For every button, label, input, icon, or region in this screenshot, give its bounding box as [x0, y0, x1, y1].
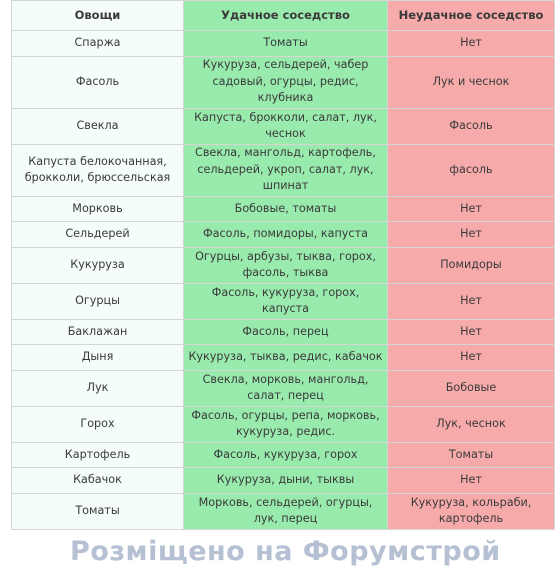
bad-neighbors-cell: Нет: [387, 467, 555, 494]
good-neighbors-cell: Кукуруза, дыни, тыквы: [183, 467, 388, 494]
good-neighbors-cell: Свекла, морковь, мангольд, салат, перец: [183, 369, 388, 407]
table-row: Лук Свекла, морковь, мангольд, салат, пе…: [11, 369, 555, 407]
vegetable-cell: Кабачок: [11, 467, 184, 494]
good-neighbors-cell: Фасоль, кукуруза, горох: [183, 441, 388, 468]
bad-neighbors-cell: Нет: [387, 221, 555, 248]
bad-neighbors-cell: фасоль: [387, 143, 555, 197]
table-row: Морковь Бобовые, томаты Нет: [11, 195, 555, 222]
bad-neighbors-cell: Нет: [387, 282, 555, 320]
vegetable-cell: Дыня: [11, 344, 184, 371]
good-neighbors-cell: Томаты: [183, 30, 388, 57]
table-row: Спаржа Томаты Нет: [11, 30, 555, 57]
good-neighbors-cell: Морковь, сельдерей, огурцы, лук, перец: [183, 492, 388, 530]
vegetable-cell: Сельдерей: [11, 221, 184, 248]
vegetable-cell: Картофель: [11, 441, 184, 468]
table-row: Кабачок Кукуруза, дыни, тыквы Нет: [11, 467, 555, 494]
good-neighbors-cell: Фасоль, кукуруза, горох, капуста: [183, 282, 388, 320]
vegetable-cell: Баклажан: [11, 318, 184, 345]
table-row: Огурцы Фасоль, кукуруза, горох, капуста …: [11, 282, 555, 320]
companion-planting-table: Овощи Удачное соседство Неудачное соседс…: [11, 0, 555, 530]
header-bad-neighbors: Неудачное соседство: [387, 0, 555, 31]
table-row: Капуста белокочанная, брокколи, брюссель…: [11, 143, 555, 197]
table-row: Картофель Фасоль, кукуруза, горох Томаты: [11, 441, 555, 468]
vegetable-cell: Горох: [11, 405, 184, 443]
good-neighbors-cell: Фасоль, помидоры, капуста: [183, 221, 388, 248]
vegetable-cell: Лук: [11, 369, 184, 407]
good-neighbors-cell: Капуста, брокколи, салат, лук, чеснок: [183, 107, 388, 145]
table-row: Фасоль Кукуруза, сельдерей, чабер садовы…: [11, 55, 555, 109]
table-row: Сельдерей Фасоль, помидоры, капуста Нет: [11, 221, 555, 248]
table-row: Томаты Морковь, сельдерей, огурцы, лук, …: [11, 492, 555, 530]
forum-watermark: Розміщено на Форумстрой: [70, 536, 501, 567]
bad-neighbors-cell: Нет: [387, 344, 555, 371]
bad-neighbors-cell: Нет: [387, 195, 555, 222]
bad-neighbors-cell: Лук, чеснок: [387, 405, 555, 443]
table-row: Кукуруза Огурцы, арбузы, тыква, горох, ф…: [11, 246, 555, 284]
table-row: Баклажан Фасоль, перец Нет: [11, 318, 555, 345]
bad-neighbors-cell: Нет: [387, 30, 555, 57]
good-neighbors-cell: Фасоль, огурцы, репа, морковь, кукуруза,…: [183, 405, 388, 443]
good-neighbors-cell: Свекла, мангольд, картофель, сельдерей, …: [183, 143, 388, 197]
table-header-row: Овощи Удачное соседство Неудачное соседс…: [11, 0, 555, 31]
bad-neighbors-cell: Бобовые: [387, 369, 555, 407]
good-neighbors-cell: Кукуруза, сельдерей, чабер садовый, огур…: [183, 55, 388, 109]
vegetable-cell: Кукуруза: [11, 246, 184, 284]
table-row: Свекла Капуста, брокколи, салат, лук, че…: [11, 107, 555, 145]
vegetable-cell: Фасоль: [11, 55, 184, 109]
header-good-neighbors: Удачное соседство: [183, 0, 388, 31]
vegetable-cell: Спаржа: [11, 30, 184, 57]
table-row: Дыня Кукуруза, тыква, редис, кабачок Нет: [11, 344, 555, 371]
vegetable-cell: Свекла: [11, 107, 184, 145]
good-neighbors-cell: Огурцы, арбузы, тыква, горох, фасоль, ты…: [183, 246, 388, 284]
good-neighbors-cell: Бобовые, томаты: [183, 195, 388, 222]
bad-neighbors-cell: Томаты: [387, 441, 555, 468]
vegetable-cell: Томаты: [11, 492, 184, 530]
vegetable-cell: Огурцы: [11, 282, 184, 320]
bad-neighbors-cell: Нет: [387, 318, 555, 345]
good-neighbors-cell: Кукуруза, тыква, редис, кабачок: [183, 344, 388, 371]
bad-neighbors-cell: Помидоры: [387, 246, 555, 284]
vegetable-cell: Капуста белокочанная, брокколи, брюссель…: [11, 143, 184, 197]
bad-neighbors-cell: Кукуруза, кольраби, картофель: [387, 492, 555, 530]
bad-neighbors-cell: Лук и чеснок: [387, 55, 555, 109]
table-row: Горох Фасоль, огурцы, репа, морковь, кук…: [11, 405, 555, 443]
vegetable-cell: Морковь: [11, 195, 184, 222]
good-neighbors-cell: Фасоль, перец: [183, 318, 388, 345]
header-vegetable: Овощи: [11, 0, 184, 31]
bad-neighbors-cell: Фасоль: [387, 107, 555, 145]
